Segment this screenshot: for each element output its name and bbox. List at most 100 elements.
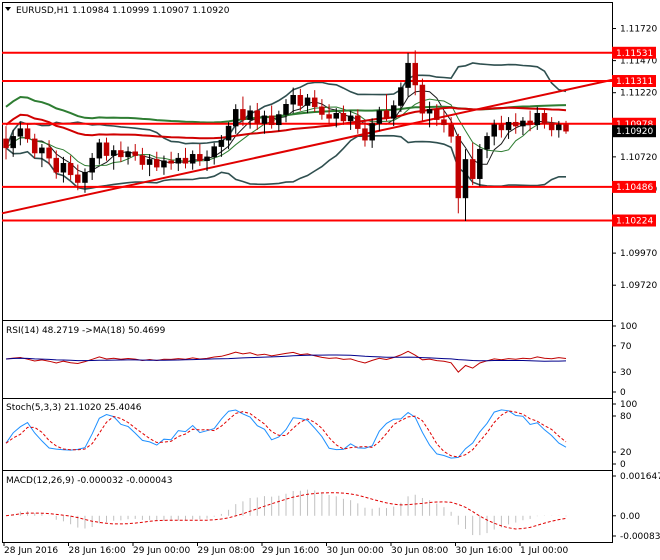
candle-body	[60, 163, 67, 173]
rsi-label: RSI(14) 48.2719 ->MA(18) 50.4699	[6, 326, 166, 336]
candle-body	[31, 138, 38, 154]
candle-body	[290, 95, 296, 105]
candle-body	[139, 155, 146, 165]
time-label: 1 Jul 00:00	[520, 546, 569, 556]
candle-body	[268, 115, 275, 126]
candle-body	[491, 124, 497, 137]
macd-tick-label: -0.000837	[620, 532, 660, 542]
candle-body	[261, 115, 268, 124]
level-label: 1.10486	[616, 183, 653, 193]
candle-body	[82, 172, 88, 183]
candle-body	[369, 123, 375, 141]
candle-body	[125, 151, 131, 158]
candle-body	[182, 157, 189, 164]
plot-frame	[2, 2, 613, 543]
candle-body	[297, 95, 304, 106]
candle-body	[426, 109, 433, 114]
candle-body	[240, 109, 246, 120]
macd-signal-line	[5, 492, 567, 530]
stoch-tick-label: 20	[620, 448, 632, 458]
candle-body	[146, 159, 153, 165]
candle-body	[283, 104, 289, 115]
price-tick-label: 1.11720	[620, 25, 657, 35]
candle-body	[527, 120, 533, 126]
candle-body	[10, 136, 16, 149]
symbol-header: EURUSD,H1 1.10984 1.10999 1.10907 1.1092…	[16, 6, 230, 16]
candle-body	[398, 87, 404, 106]
candle-body	[254, 110, 261, 124]
time-label: 30 Jun 08:00	[391, 546, 448, 556]
candle-body	[448, 124, 454, 137]
candle-body	[46, 147, 52, 159]
candle-body	[383, 110, 390, 119]
candle-body	[340, 112, 347, 122]
time-label: 29 Jun 00:00	[133, 546, 190, 556]
price-tick-label: 1.09970	[620, 249, 657, 259]
candle-body	[319, 106, 325, 115]
level-label-box	[612, 125, 656, 138]
rsi-tick-label: 30	[620, 368, 632, 378]
candle-body	[412, 62, 418, 86]
price-tick-label: 1.10720	[620, 153, 657, 163]
candle-body	[556, 124, 562, 131]
candle-body	[498, 124, 505, 131]
candle-body	[355, 115, 361, 129]
rsi-line	[5, 350, 567, 373]
candle-body	[376, 110, 383, 124]
level-label: 1.11311	[616, 77, 653, 87]
macd-label: MACD(12,26,9) -0.000032 -0.000043	[6, 476, 172, 486]
candle-body	[204, 156, 210, 161]
candle-body	[24, 128, 31, 140]
time-label: 28 Jun 2016	[4, 546, 58, 556]
candle-body	[168, 160, 174, 164]
candle-body	[362, 128, 368, 141]
candle-body	[419, 84, 426, 114]
candle-body	[67, 163, 74, 176]
stoch-label: Stoch(5,3,3) 21.1020 25.4046	[6, 403, 142, 413]
time-label: 30 Jun 00:00	[327, 546, 384, 556]
time-label: 30 Jun 16:00	[456, 546, 513, 556]
candle-body	[118, 150, 124, 158]
candle-body	[405, 62, 411, 88]
rsi-ma-line	[5, 354, 567, 362]
candle-body	[110, 150, 117, 156]
level-label: 1.10920	[616, 127, 653, 137]
time-label: 29 Jun 16:00	[262, 546, 319, 556]
rsi-tick-label: 70	[620, 342, 632, 352]
candle-body	[132, 151, 138, 156]
candle-body	[484, 136, 490, 150]
time-label: 29 Jun 08:00	[198, 546, 255, 556]
candle-body	[189, 154, 196, 164]
candle-body	[276, 114, 282, 126]
stoch-tick-label: 80	[620, 412, 632, 422]
rsi-tick-label: 100	[620, 322, 637, 332]
candle-body	[3, 138, 9, 149]
rsi-tick-label: 0	[620, 388, 626, 398]
macd-tick-label: 0.001647	[620, 472, 660, 482]
candle-body	[103, 142, 110, 156]
candle-body	[347, 115, 354, 122]
level-label-box	[612, 214, 656, 227]
price-tick-label: 1.09720	[620, 281, 657, 291]
candle-body	[455, 136, 462, 199]
candle-body	[225, 125, 232, 141]
candle-body	[17, 128, 24, 137]
candle-body	[75, 174, 81, 183]
candle-body	[197, 154, 203, 161]
candle-body	[326, 114, 332, 119]
candle-body	[534, 112, 541, 126]
candle-body	[211, 146, 217, 158]
trend-line	[1, 78, 613, 215]
candle-body	[175, 157, 182, 164]
stoch-tick-label: 100	[620, 400, 637, 410]
candle-body	[154, 159, 160, 168]
time-label: 28 Jun 16:00	[69, 546, 126, 556]
candle-body	[548, 123, 555, 131]
candle-body	[477, 148, 483, 179]
price-tick-label: 1.11470	[620, 57, 657, 67]
candle-body	[541, 112, 548, 124]
candle-body	[462, 159, 469, 199]
level-label: 1.10224	[616, 217, 653, 227]
candle-body	[304, 97, 311, 106]
